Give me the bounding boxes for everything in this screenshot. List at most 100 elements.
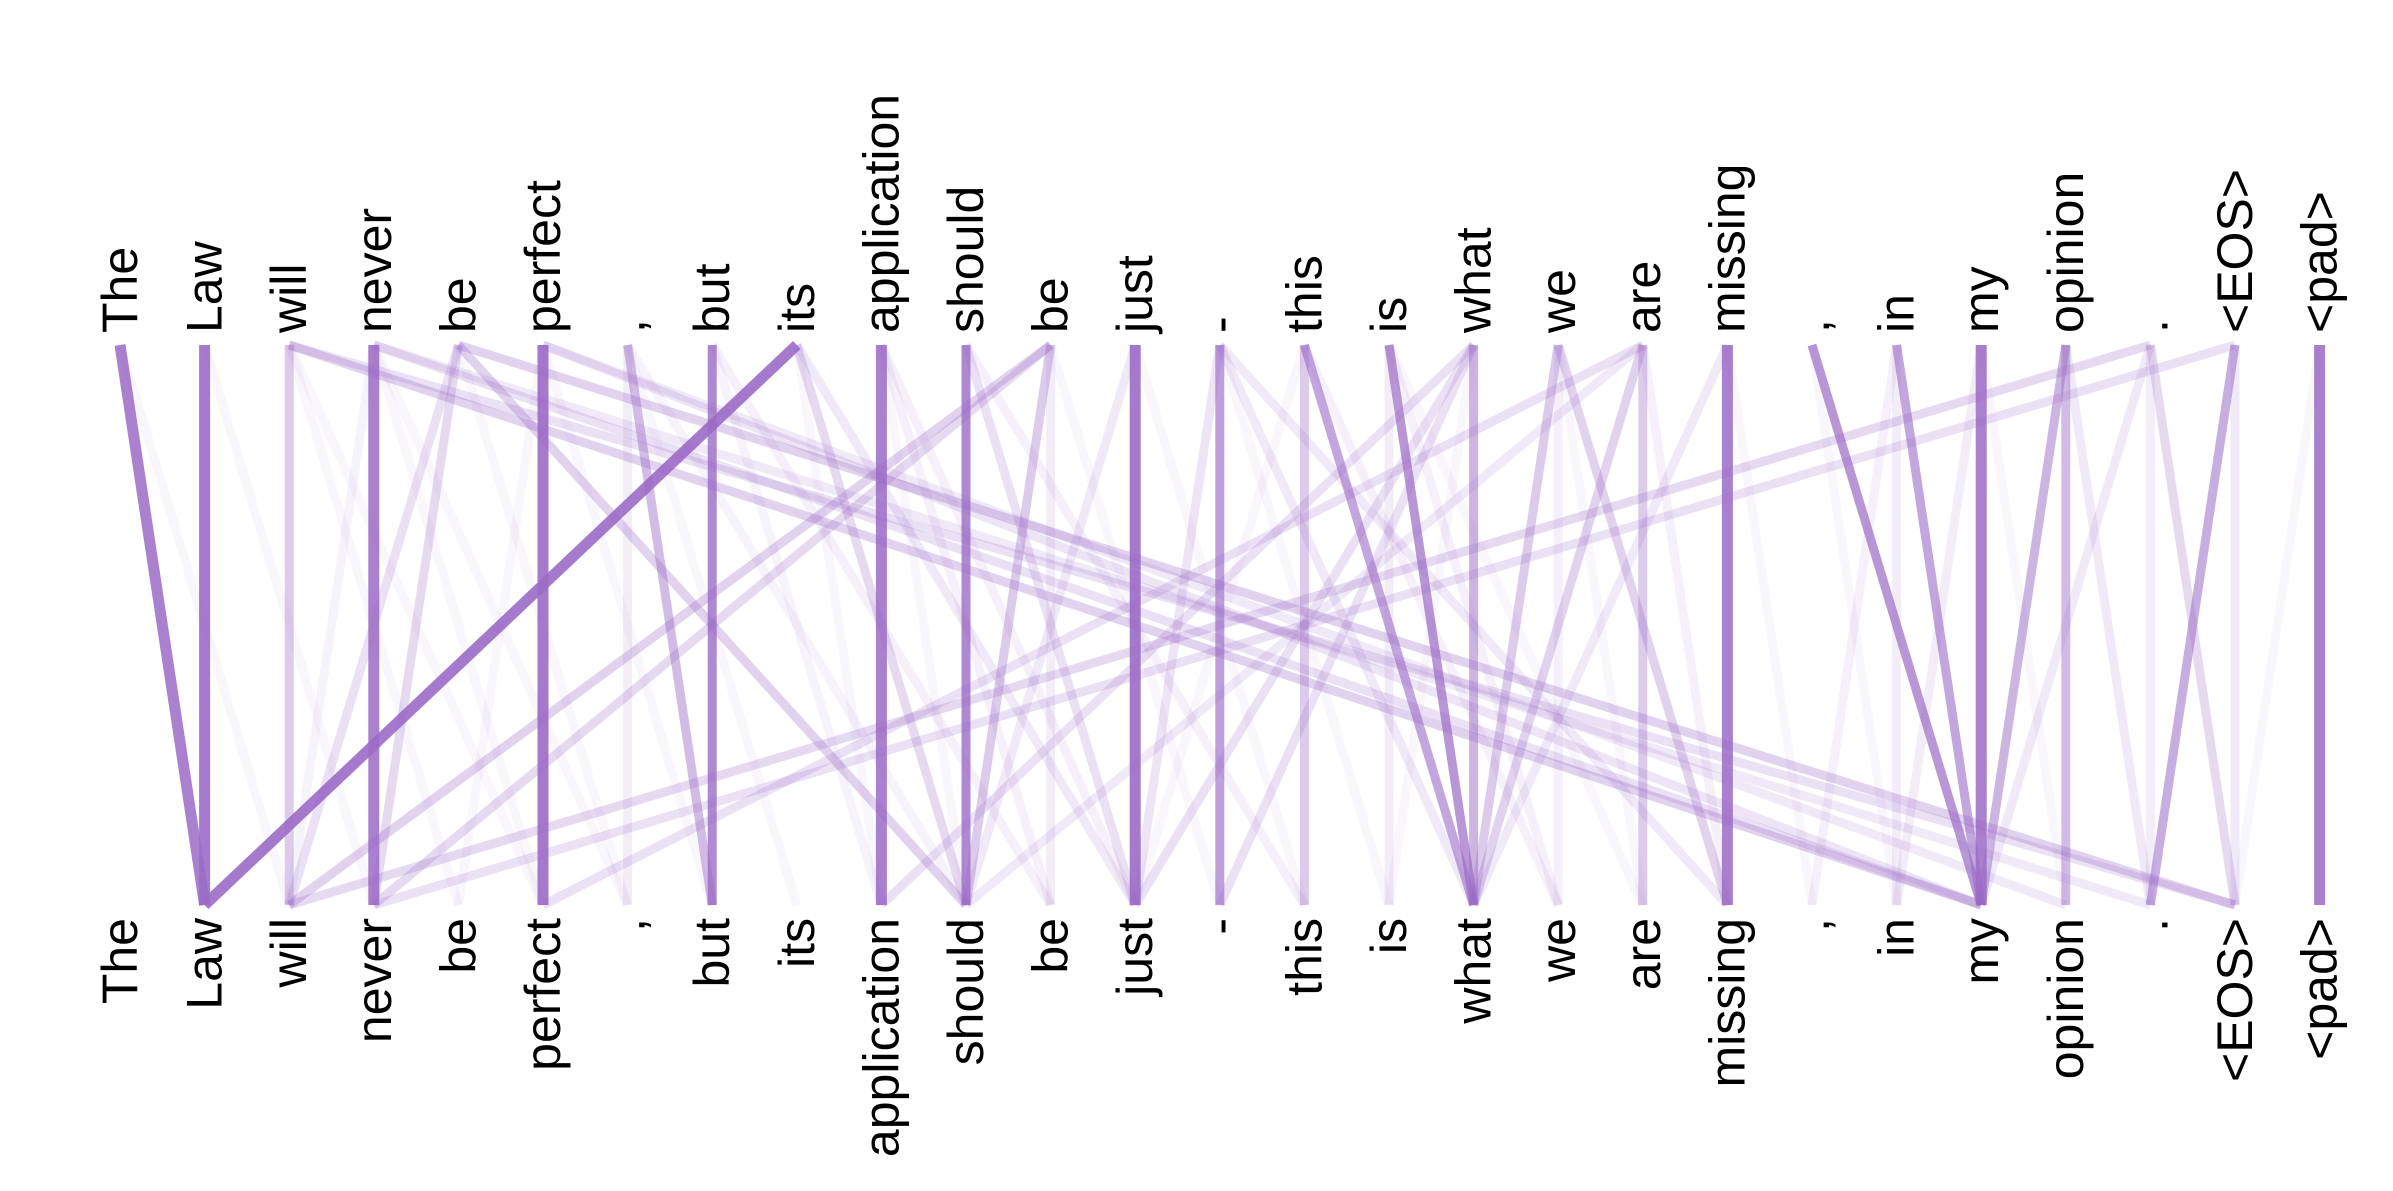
alignment-link (369, 343, 548, 907)
alignment-link (1130, 344, 1225, 906)
bottom-token-label: should (938, 918, 994, 1065)
alignment-link (1215, 343, 1394, 907)
alignment-link (1046, 343, 1225, 907)
alignment-link (878, 341, 1477, 909)
alignment-link (1384, 344, 1479, 906)
bottom-token-label: perfect (515, 918, 571, 1071)
top-token-label: but (684, 263, 740, 333)
alignment-link (115, 343, 294, 907)
alignment-links (114, 340, 2326, 910)
bottom-token-label: its (769, 918, 825, 968)
alignment-link (1892, 344, 1986, 906)
top-token-label: application (853, 94, 909, 333)
alignment-link (2061, 344, 2155, 906)
alignment-link (623, 344, 717, 906)
alignment-link (961, 343, 1140, 907)
bottom-token-label: - (1192, 918, 1248, 935)
bottom-token-label: , (600, 918, 656, 932)
top-token-label: we (1530, 269, 1586, 334)
alignment-link (455, 341, 970, 909)
alignment-link (1722, 344, 1817, 906)
top-token-label: are (1615, 261, 1671, 333)
top-token-label: just (1107, 255, 1163, 335)
bottom-token-label: , (1784, 918, 1840, 932)
alignment-link (1976, 344, 2071, 906)
alignment-link (114, 344, 211, 906)
top-token-label: my (1953, 266, 2009, 333)
bottom-token-label: is (1361, 918, 1417, 954)
alignment-link (454, 343, 632, 907)
alignment-link (1807, 344, 1902, 906)
alignment-link (876, 344, 971, 906)
alignment-link (707, 343, 886, 907)
alignment-link (284, 343, 463, 907)
alignment-link (369, 343, 632, 907)
bottom-token-label: are (1615, 918, 1671, 990)
alignment-link (962, 342, 1309, 908)
alignment-link (792, 344, 886, 906)
alignment-link (200, 343, 379, 907)
alignment-link (1130, 343, 1309, 907)
bottom-token-label: we (1530, 918, 1586, 983)
alignment-link (1300, 343, 1563, 907)
bottom-token-label: . (2122, 918, 2178, 932)
top-token-label: <pad> (2292, 191, 2348, 333)
alignment-link (370, 341, 1054, 909)
alignment-link (285, 343, 548, 907)
bottom-token-label: <pad> (2292, 918, 2348, 1060)
alignment-link (1638, 344, 1732, 906)
alignment-link (1130, 343, 1309, 907)
top-token-label: is (1361, 297, 1417, 333)
alignment-link (1807, 343, 1986, 907)
alignment-link (708, 342, 1055, 908)
bottom-token-label: what (1446, 918, 1502, 1025)
bottom-token-label: will (261, 918, 317, 988)
top-token-label: . (2122, 319, 2178, 333)
bottom-token-labels: The Law will never be perfect, but its applicati… (92, 917, 2348, 1157)
alignment-link (1131, 342, 1478, 908)
bottom-token-label: this (1276, 918, 1332, 996)
alignment-link (792, 343, 971, 907)
alignment-link (792, 342, 1140, 908)
bottom-token-label: <EOS> (2207, 918, 2263, 1082)
bottom-token-label: my (1953, 918, 2009, 985)
alignment-link (287, 340, 1983, 910)
bottom-token-label: opinion (2038, 918, 2094, 1079)
bottom-token-label: Law (177, 917, 233, 1010)
alignment-link (1892, 344, 1986, 906)
alignment-link (540, 340, 1645, 910)
alignment-link (2145, 344, 2240, 906)
top-token-label: , (600, 319, 656, 333)
alignment-link (1469, 343, 1648, 907)
top-token-label: - (1192, 316, 1248, 333)
top-token-label: missing (1699, 164, 1755, 333)
bottom-token-label: The (92, 918, 148, 1004)
top-token-labels: The Law will never be perfect, but its applicati… (92, 94, 2348, 335)
bottom-token-label: never (346, 918, 402, 1043)
top-token-label: opinion (2038, 172, 2094, 333)
alignment-link (538, 343, 717, 907)
alignment-link (286, 341, 1054, 909)
alignment-link (1384, 343, 1563, 907)
top-token-label: perfect (515, 180, 571, 333)
alignment-link (372, 340, 2237, 910)
alignment-link (1384, 343, 1647, 907)
alignment-link (284, 343, 463, 907)
alignment-link (1300, 343, 1478, 907)
alignment-link (2230, 344, 2325, 906)
top-token-label: be (1023, 277, 1079, 333)
bottom-token-label: missing (1699, 918, 1755, 1087)
alignment-link (372, 340, 2152, 910)
bottom-token-label: be (1023, 918, 1079, 974)
alignment-link (2145, 344, 2240, 906)
alignment-link (1553, 343, 1732, 907)
top-token-label: what (1446, 227, 1502, 334)
top-token-label: in (1869, 294, 1925, 333)
alignment-link (1553, 344, 1648, 906)
alignment-link (961, 343, 1140, 907)
top-token-label: will (261, 264, 317, 334)
top-token-label: never (346, 208, 402, 333)
bottom-token-label: but (684, 918, 740, 988)
alignment-link (287, 340, 2237, 910)
bottom-token-label: application (853, 918, 909, 1157)
